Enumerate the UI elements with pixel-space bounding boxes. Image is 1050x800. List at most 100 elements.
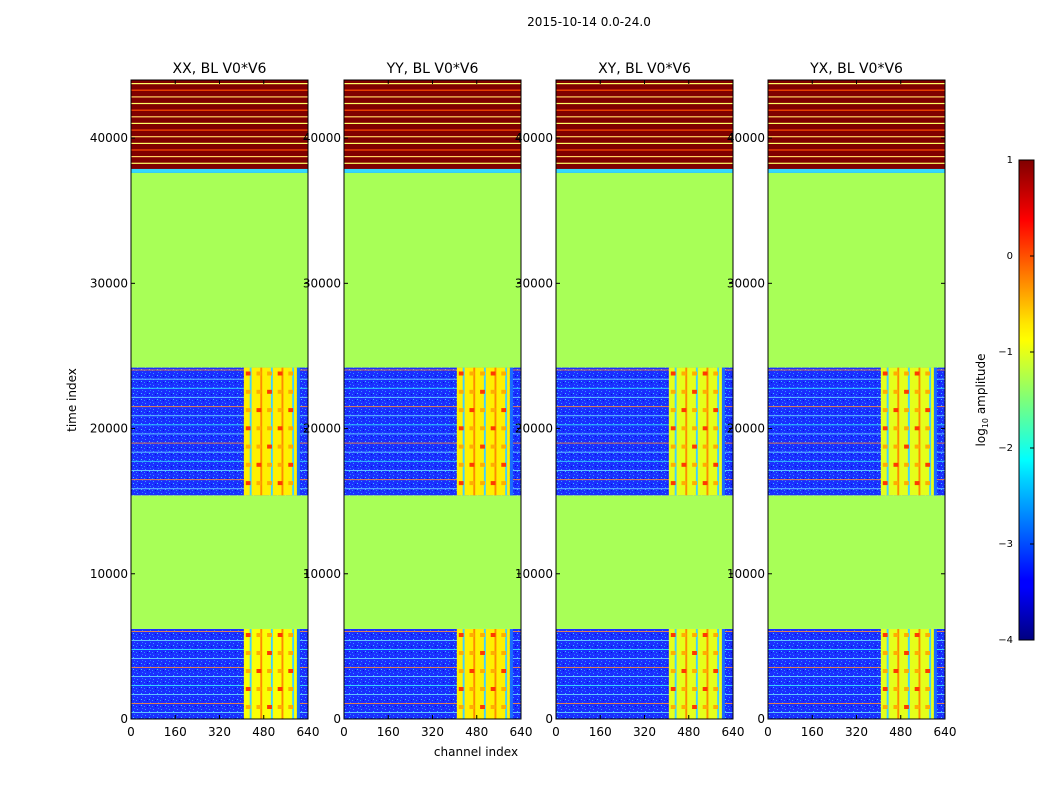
hot-cell (882, 426, 888, 431)
colorbar-label: log10 amplitude (974, 354, 990, 447)
hot-cell (925, 481, 931, 486)
hot-cell (245, 705, 251, 709)
hot-cell (267, 481, 272, 486)
hot-cell (245, 481, 251, 486)
rfi-line (131, 442, 308, 444)
hot-cell (288, 389, 294, 394)
x-tick-label: 160 (589, 725, 612, 739)
rfi-line (131, 703, 308, 704)
hot-cell (904, 426, 909, 431)
channel-stripe (462, 628, 465, 719)
hot-channel-block (456, 367, 510, 496)
rfi-line (768, 676, 945, 677)
rfi-line (131, 387, 308, 389)
rfi-line (131, 96, 308, 98)
hot-cell (277, 705, 283, 709)
hot-cell (893, 444, 899, 449)
hot-cell (245, 408, 251, 413)
rfi-line (344, 415, 521, 417)
hot-cell (702, 371, 708, 376)
rfi-line (131, 667, 308, 668)
rfi-line (556, 369, 733, 371)
channel-stripe (270, 367, 273, 496)
hot-cell (277, 408, 283, 413)
y-tick-label: 10000 (303, 567, 341, 581)
hot-cell (925, 687, 931, 691)
hot-cell (882, 462, 888, 467)
hot-cell (692, 687, 697, 691)
rfi-line (768, 685, 945, 686)
rfi-line (768, 694, 945, 695)
hot-cell (692, 462, 697, 467)
hot-cell (245, 669, 251, 673)
rfi-line (556, 129, 733, 131)
channel-stripe (897, 628, 900, 719)
hot-cell (670, 705, 676, 709)
band-saturated (768, 80, 945, 173)
hot-cell (692, 426, 697, 431)
colorbar-tick-label: −1 (998, 347, 1013, 358)
hot-cell (480, 389, 485, 394)
band-fill (344, 495, 521, 629)
hot-cell (458, 408, 464, 413)
hot-cell (670, 481, 676, 486)
rfi-line (131, 378, 308, 380)
hot-cell (670, 426, 676, 431)
hot-cell (458, 669, 464, 673)
hot-cell (480, 371, 485, 376)
rfi-line (556, 470, 733, 471)
rfi-line (344, 122, 521, 124)
channel-stripe (249, 367, 252, 496)
hot-cell (670, 408, 676, 413)
hot-cell (692, 669, 697, 673)
hot-cell (490, 462, 496, 467)
hot-cell (681, 705, 687, 709)
channel-stripe (494, 628, 497, 719)
band-fill (131, 172, 308, 368)
hot-cell (914, 705, 920, 709)
hot-cell (267, 462, 272, 467)
hot-cell (277, 633, 283, 637)
rfi-line (768, 460, 945, 462)
hot-cell (469, 462, 475, 467)
hot-cell (469, 705, 475, 709)
hot-cell (904, 687, 909, 691)
channel-stripe (918, 628, 921, 719)
band-saturated (131, 80, 308, 173)
band-low (556, 367, 733, 496)
rfi-line (344, 424, 521, 426)
hot-cell (480, 481, 485, 486)
hot-cell (925, 444, 931, 449)
hot-cell (702, 462, 708, 467)
hot-cell (490, 408, 496, 413)
hot-cell (490, 426, 496, 431)
x-tick-label: 160 (801, 725, 824, 739)
hot-cell (267, 669, 272, 673)
channel-stripe (483, 367, 486, 496)
band-flat (131, 495, 308, 629)
rfi-line (768, 658, 945, 659)
hot-cell (893, 389, 899, 394)
rfi-line (344, 116, 521, 118)
band-low (556, 628, 733, 719)
hot-cell (882, 705, 888, 709)
hot-cell (914, 426, 920, 431)
hot-channel-block (456, 628, 510, 719)
rfi-line (344, 631, 521, 632)
hot-cell (670, 633, 676, 637)
hot-cell (256, 389, 262, 394)
x-tick-label: 0 (127, 725, 135, 739)
hot-cell (267, 687, 272, 691)
rfi-line (131, 640, 308, 641)
hot-cell (277, 426, 283, 431)
hot-cell (713, 462, 719, 467)
hot-cell (702, 633, 708, 637)
rfi-line (768, 442, 945, 444)
hot-cell (882, 408, 888, 413)
hot-cell (702, 444, 708, 449)
band-low (344, 628, 521, 719)
hot-cell (893, 481, 899, 486)
rfi-line (131, 415, 308, 417)
hot-cell (245, 651, 251, 655)
y-tick-label: 40000 (515, 131, 553, 145)
